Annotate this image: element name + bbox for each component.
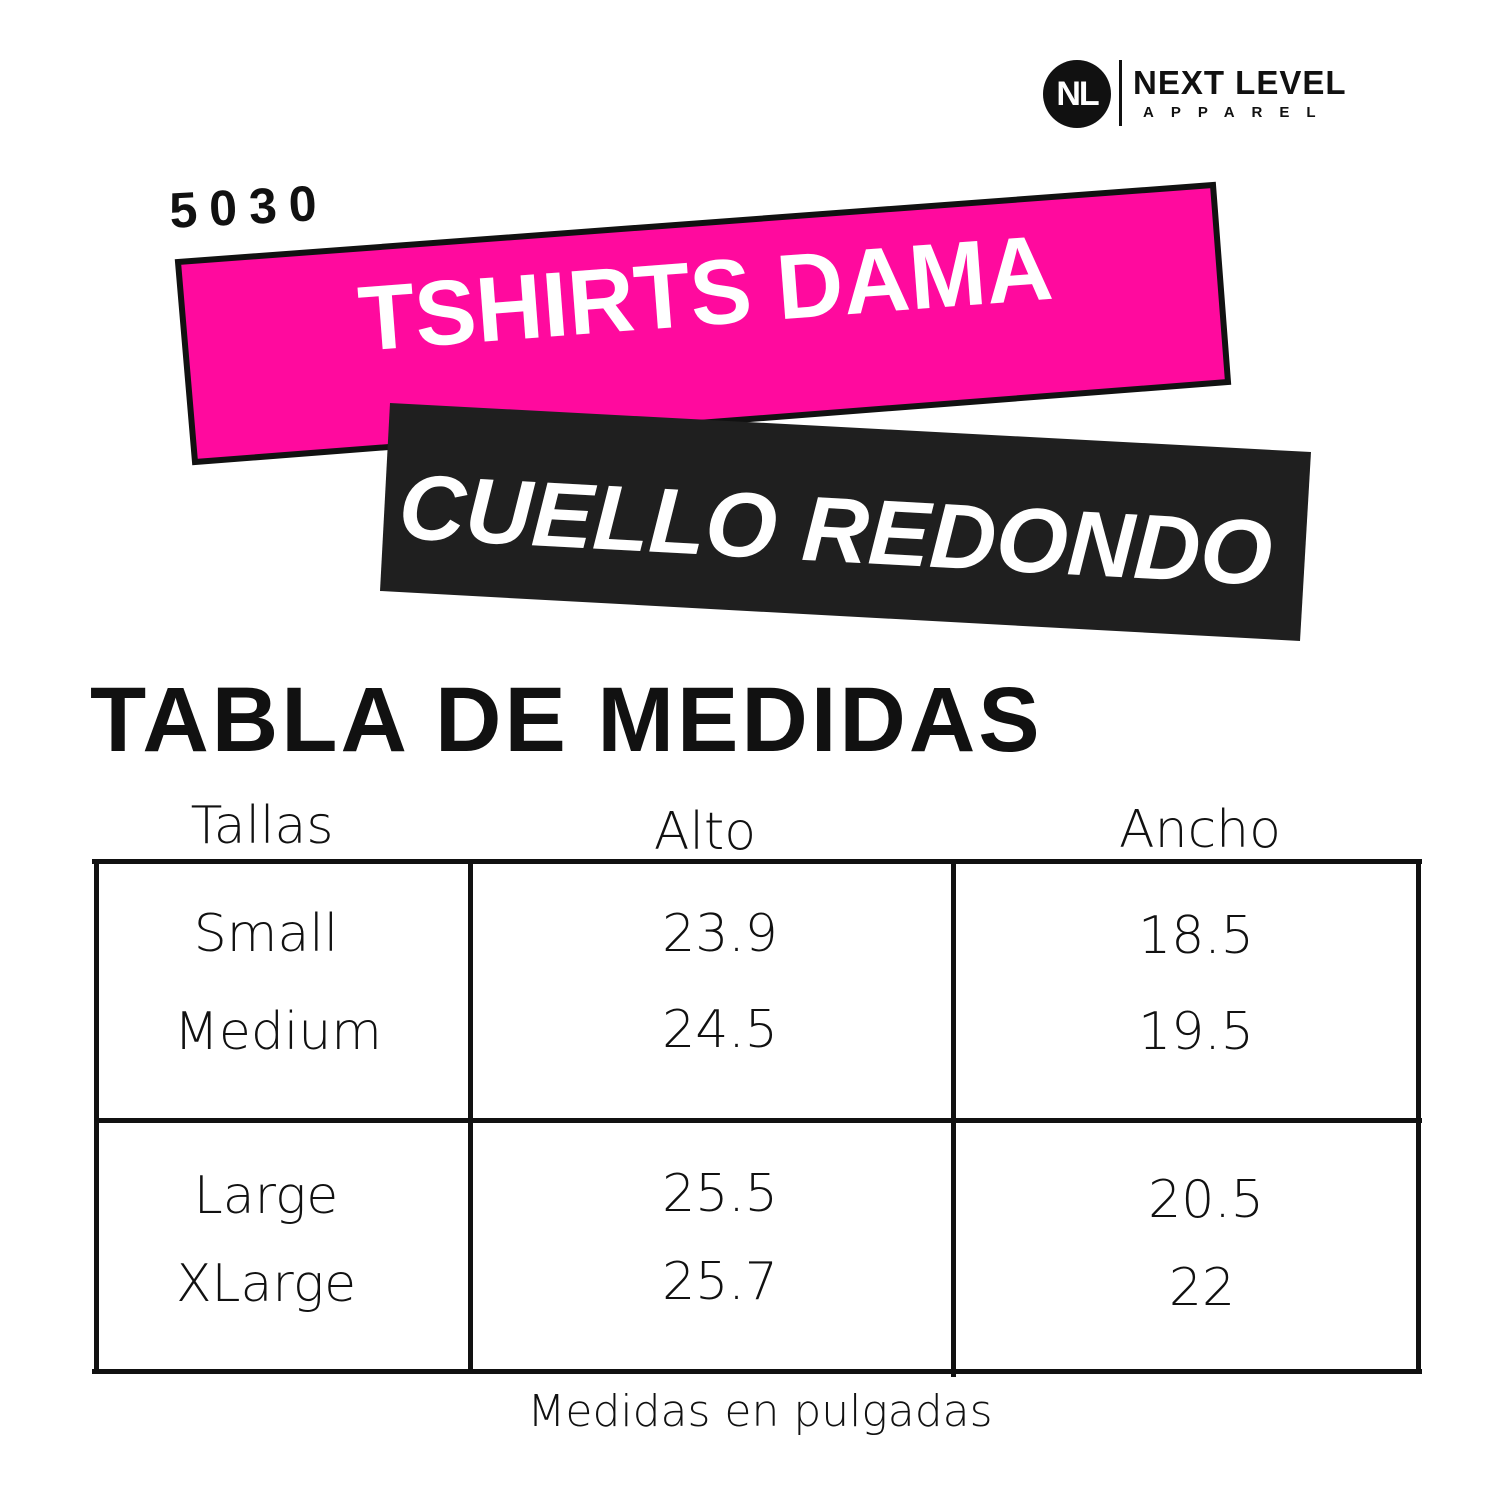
ancho-cell: 18.5 (1138, 906, 1254, 966)
brand-logo-sub: APPAREL (1143, 104, 1333, 121)
alto-cell: 24.5 (662, 1000, 778, 1060)
table-border-left (94, 862, 99, 1372)
size-cell: Large (193, 1166, 339, 1226)
ancho-cell: 20.5 (1148, 1170, 1264, 1230)
ancho-cell: 22 (1168, 1258, 1236, 1318)
header-tallas: Tallas (190, 796, 334, 856)
banner-shapes (174, 181, 1311, 641)
table-footnote: Medidas en pulgadas (527, 1386, 993, 1437)
table-border-right (1416, 862, 1421, 1372)
brand-logo-mark: NL (1043, 60, 1111, 128)
table-col-divider-1 (468, 862, 473, 1372)
pink-banner (174, 181, 1232, 466)
alto-cell: 25.7 (662, 1252, 778, 1312)
table-title: TABLA DE MEDIDAS (90, 669, 1043, 771)
size-cell: Medium (174, 1002, 382, 1062)
logo-divider (1119, 60, 1122, 126)
brand-logo-name: NEXT LEVEL (1133, 64, 1347, 101)
size-cell: Small (193, 904, 339, 964)
ancho-cell: 19.5 (1138, 1002, 1254, 1062)
size-cell: XLarge (175, 1254, 357, 1314)
table-divider (94, 1118, 1422, 1123)
black-banner (380, 403, 1311, 641)
header-alto: Alto (653, 802, 757, 862)
header-ancho: Ancho (1119, 800, 1281, 860)
table-col-divider-2 (951, 862, 956, 1377)
alto-cell: 25.5 (662, 1164, 778, 1224)
table-border-top (92, 859, 1422, 864)
alto-cell: 23.9 (662, 904, 778, 964)
table-border-bottom (92, 1369, 1422, 1374)
